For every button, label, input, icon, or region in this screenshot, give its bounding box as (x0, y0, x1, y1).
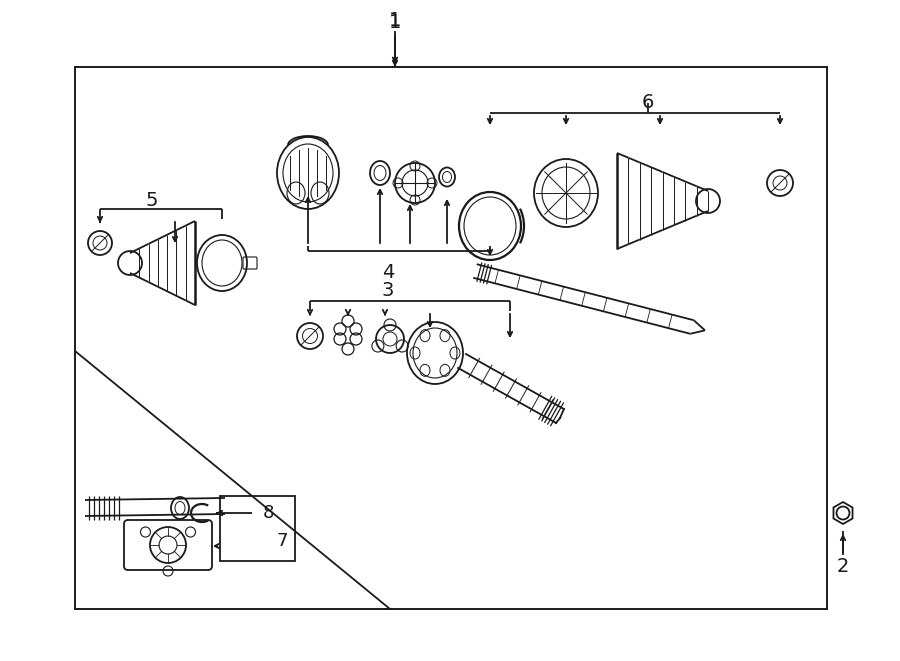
Bar (75, 67, 827, 609)
Text: 6: 6 (642, 93, 654, 112)
Text: 1: 1 (389, 11, 401, 30)
Text: 4: 4 (382, 264, 394, 282)
Text: 2: 2 (837, 557, 850, 576)
Text: 7: 7 (276, 532, 288, 550)
Text: 3: 3 (382, 282, 394, 301)
Text: 5: 5 (146, 192, 158, 210)
Text: 8: 8 (262, 504, 274, 522)
Text: 1: 1 (389, 13, 401, 32)
Bar (220, 496, 295, 561)
